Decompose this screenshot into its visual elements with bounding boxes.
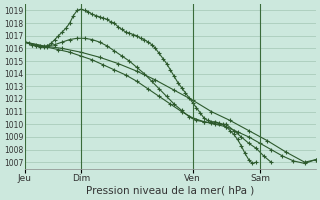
X-axis label: Pression niveau de la mer( hPa ): Pression niveau de la mer( hPa ) [86,186,254,196]
